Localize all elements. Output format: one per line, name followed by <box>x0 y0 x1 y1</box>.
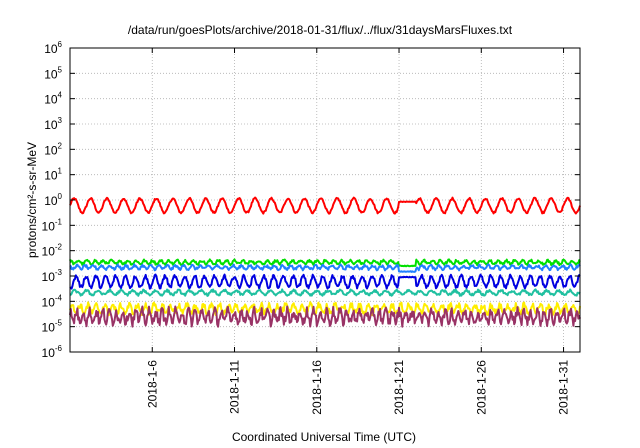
y-axis-label: protons/cm²-s-sr-MeV <box>25 142 39 258</box>
x-tick-label: 2018-1-21 <box>392 360 406 415</box>
y-tick-label: 10-6 <box>42 344 63 360</box>
y-tick-label: 106 <box>44 40 62 56</box>
x-tick-label: 2018-1-26 <box>474 360 488 415</box>
y-tick-label: 10-4 <box>42 293 63 309</box>
x-tick-label: 2018-1-11 <box>228 360 242 414</box>
series-line <box>69 273 581 290</box>
x-tick-label: 2018-1-6 <box>145 360 159 408</box>
data-series <box>69 196 581 328</box>
y-tick-label: 100 <box>44 192 62 208</box>
series-line <box>69 196 581 215</box>
y-tick-label: 10-1 <box>42 217 63 233</box>
x-axis-ticks: 2018-1-6 2018-1-11 2018-1-16 2018-1-21 2018-… <box>145 48 571 415</box>
grid-lines <box>70 48 580 352</box>
series-line <box>69 258 581 268</box>
x-tick-label: 2018-1-31 <box>557 360 571 415</box>
y-tick-label: 10-3 <box>42 268 63 284</box>
y-tick-label: 101 <box>44 167 62 183</box>
chart-title: /data/run/goesPlots/archive/2018-01-31/f… <box>128 23 513 37</box>
series-line <box>69 301 581 317</box>
y-axis-ticks: 10-6 10-5 10-4 10-3 10-2 10-1 100 101 102 103 104 1… <box>42 40 580 360</box>
series-line <box>69 288 581 297</box>
x-tick-label: 2018-1-16 <box>310 360 324 415</box>
y-tick-label: 102 <box>44 141 62 157</box>
y-tick-label: 104 <box>44 91 62 107</box>
x-axis-label: Coordinated Universal Time (UTC) <box>232 430 416 444</box>
y-tick-label: 10-5 <box>42 319 63 335</box>
y-tick-label: 10-2 <box>42 243 63 259</box>
series-line <box>69 305 581 328</box>
y-tick-label: 105 <box>44 65 62 81</box>
y-tick-label: 103 <box>44 116 62 132</box>
series-line <box>69 263 581 273</box>
